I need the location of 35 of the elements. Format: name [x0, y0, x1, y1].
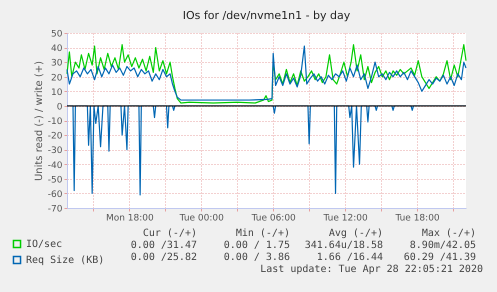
- y-tick-label: -30: [48, 146, 63, 156]
- text: Last update: Tue Apr 28 22:05:21 2020: [260, 264, 483, 275]
- text: Max (-/+): [422, 228, 476, 239]
- y-tick-label: -50: [48, 175, 63, 186]
- y-tick-label: 10: [51, 88, 63, 98]
- y-tick-label: -40: [48, 160, 63, 171]
- y-axis-title: Units read (-) / write (+): [34, 60, 45, 182]
- y-tick-label: 20: [51, 73, 63, 84]
- text: 0.00 / 1.75: [224, 240, 290, 251]
- x-tick-label: Tue 18:00: [394, 214, 440, 224]
- text: 0.00 /25.82: [130, 252, 197, 263]
- y-tick-label: -60: [48, 190, 63, 200]
- text: 0.00 / 3.86: [224, 252, 290, 263]
- y-tick-label: 50: [51, 30, 63, 40]
- x-tick-label: Tue 12:00: [322, 214, 368, 224]
- y-tick-label: 40: [51, 44, 63, 54]
- y-tick-label: 30: [51, 58, 63, 69]
- x-tick-label: Mon 18:00: [106, 214, 154, 224]
- legend-label: Req Size (KB): [26, 255, 104, 266]
- chart-title: IOs for /dev/nvme1n1 - by day: [182, 9, 351, 22]
- text: Min (-/+): [236, 228, 290, 239]
- text: 341.64u/18.58: [304, 240, 383, 251]
- x-tick-label: Tue 06:00: [250, 214, 296, 224]
- y-tick-label: -20: [48, 132, 63, 142]
- text: Cur (-/+): [142, 228, 197, 239]
- text: 1.66 /16.44: [316, 252, 383, 263]
- text: Avg (-/+): [328, 228, 383, 239]
- text: 8.90m/42.05: [410, 240, 476, 251]
- text: 0.00 /31.47: [130, 240, 197, 251]
- legend-label: IO/sec: [26, 239, 62, 250]
- text: 60.29 /41.39: [404, 252, 476, 263]
- y-tick-label: 0: [56, 102, 63, 112]
- x-tick-label: Tue 00:00: [178, 214, 224, 224]
- y-tick-label: -70: [48, 204, 63, 214]
- y-tick-label: -10: [48, 117, 63, 127]
